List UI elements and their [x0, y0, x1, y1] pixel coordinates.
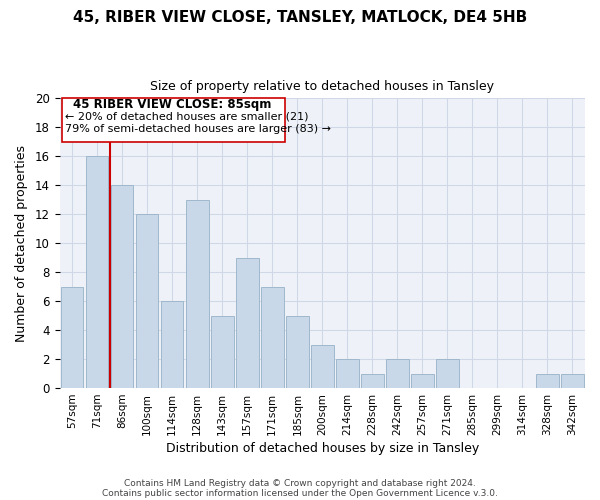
- Bar: [86, 156, 109, 388]
- Bar: [211, 316, 233, 388]
- Text: Contains public sector information licensed under the Open Government Licence v.: Contains public sector information licen…: [102, 488, 498, 498]
- Bar: [386, 359, 409, 388]
- Bar: [111, 186, 133, 388]
- Bar: [311, 344, 334, 388]
- Bar: [536, 374, 559, 388]
- Title: Size of property relative to detached houses in Tansley: Size of property relative to detached ho…: [151, 80, 494, 93]
- Text: Contains HM Land Registry data © Crown copyright and database right 2024.: Contains HM Land Registry data © Crown c…: [124, 478, 476, 488]
- Bar: [236, 258, 259, 388]
- FancyBboxPatch shape: [62, 98, 285, 142]
- Bar: [336, 359, 359, 388]
- X-axis label: Distribution of detached houses by size in Tansley: Distribution of detached houses by size …: [166, 442, 479, 455]
- Bar: [61, 286, 83, 388]
- Y-axis label: Number of detached properties: Number of detached properties: [15, 144, 28, 342]
- Bar: [161, 301, 184, 388]
- Bar: [411, 374, 434, 388]
- Bar: [286, 316, 308, 388]
- Text: 45 RIBER VIEW CLOSE: 85sqm: 45 RIBER VIEW CLOSE: 85sqm: [73, 98, 271, 112]
- Bar: [561, 374, 584, 388]
- Bar: [436, 359, 458, 388]
- Text: 45, RIBER VIEW CLOSE, TANSLEY, MATLOCK, DE4 5HB: 45, RIBER VIEW CLOSE, TANSLEY, MATLOCK, …: [73, 10, 527, 25]
- Bar: [261, 286, 284, 388]
- Bar: [136, 214, 158, 388]
- Text: 79% of semi-detached houses are larger (83) →: 79% of semi-detached houses are larger (…: [65, 124, 331, 134]
- Bar: [186, 200, 209, 388]
- Bar: [361, 374, 383, 388]
- Text: ← 20% of detached houses are smaller (21): ← 20% of detached houses are smaller (21…: [65, 112, 308, 122]
